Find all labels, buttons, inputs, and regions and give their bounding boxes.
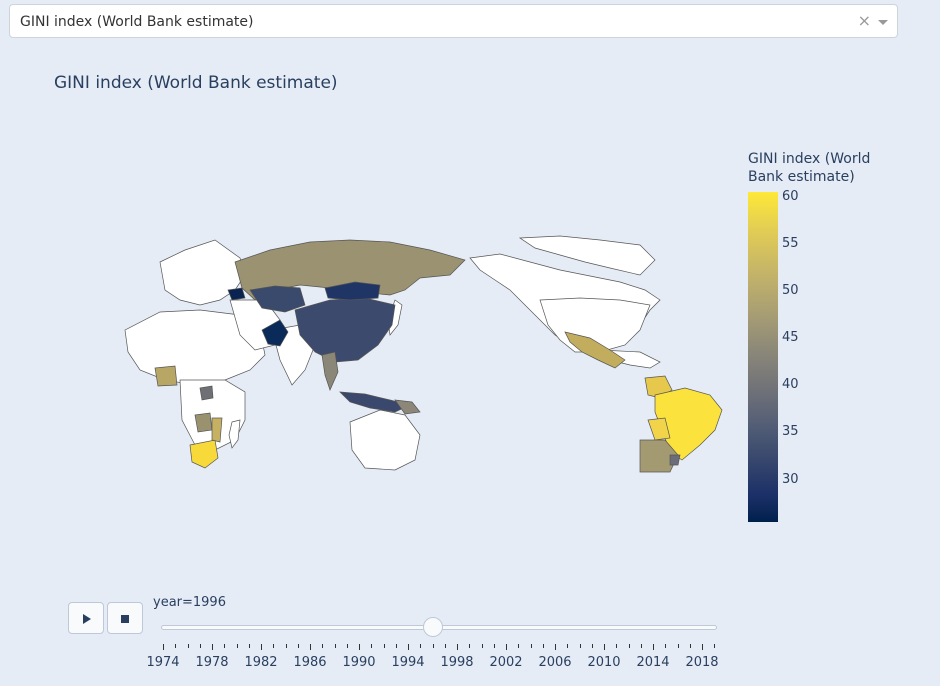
region-madagascar[interactable] [228,419,241,449]
slider-tick-mark [530,644,532,648]
year-slider-handle[interactable] [422,617,443,637]
slider-tick-mark [518,644,520,648]
slider-tick-mark [285,644,287,648]
slider-tick-mark [616,644,618,648]
region-kazakhstan[interactable] [249,285,306,313]
region-ethiopia[interactable] [199,385,214,401]
region-south-africa[interactable] [189,439,219,469]
slider-tick-mark [310,644,311,650]
slider-tick-mark [334,644,336,648]
clear-x-icon[interactable]: × [857,11,871,30]
slider-tick-label[interactable]: 1990 [342,655,376,670]
slider-tick-mark [236,644,238,648]
slider-tick-mark [408,644,409,650]
colorbar-tick-label: 55 [782,235,799,251]
slider-tick-label[interactable]: 1982 [244,655,278,670]
slider-tick-mark [444,644,446,648]
slider-tick-mark [371,644,373,648]
slider-tick-label[interactable]: 1994 [391,655,425,670]
slider-tick-mark [555,644,556,650]
region-mongolia[interactable] [324,281,381,301]
slider-tick-mark [689,644,691,648]
dropdown-selected-value: GINI index (World Bank estimate) [20,14,254,30]
slider-tick-mark [493,644,495,648]
colorbar-gradient [748,192,778,522]
slider-tick-mark [481,644,483,648]
colorbar-tick-label: 30 [782,471,799,487]
colorbar-tick-label: 35 [782,424,799,440]
slider-tick-label[interactable]: 2018 [685,655,719,670]
region-zambia[interactable] [194,412,213,433]
slider-tick-label[interactable]: 2014 [636,655,670,670]
slider-tick-mark [653,644,654,650]
slider-tick-mark [212,644,213,650]
slider-tick-label[interactable]: 2010 [587,655,621,670]
slider-tick-mark [506,644,507,650]
slider-tick-mark [273,644,275,648]
region-thailand[interactable] [321,351,339,391]
region-belarus[interactable] [227,287,246,301]
region-png[interactable] [394,399,421,415]
slider-tick-mark [665,644,667,648]
slider-tick-mark [604,644,605,650]
caret-down-icon[interactable] [878,20,888,25]
slider-tick-mark [432,644,434,648]
slider-tick-mark [469,644,471,648]
slider-tick-mark [640,644,642,648]
colorbar-tick-label: 50 [782,283,799,298]
slider-current-label: year=1996 [153,595,226,610]
slider-tick-mark [420,644,422,648]
region-mozambique[interactable] [211,417,223,443]
slider-tick-mark [163,644,164,650]
indicator-dropdown[interactable]: GINI index (World Bank estimate) × [9,4,898,38]
slider-tick-mark [591,644,593,648]
play-icon [83,614,91,624]
colorbar-tick-label: 60 [782,188,799,204]
colorbar-tick-label: 45 [782,330,799,346]
colorbar-tick-label: 40 [782,377,799,393]
region-north-africa[interactable] [124,309,266,386]
chart-title: GINI index (World Bank estimate) [54,73,338,93]
region-mexico[interactable] [564,331,626,369]
slider-tick-mark [383,644,385,648]
region-greenland[interactable] [518,235,656,276]
slider-tick-mark [248,644,250,648]
region-pakistan[interactable] [261,319,289,347]
slider-tick-mark [395,644,397,648]
slider-tick-mark [628,644,630,648]
slider-tick-mark [677,644,679,648]
slider-tick-mark [359,644,360,650]
slider-tick-mark [261,644,262,650]
slider-tick-mark [579,644,581,648]
slider-tick-mark [297,644,299,648]
stop-icon [121,615,129,623]
slider-tick-mark [199,644,201,648]
slider-tick-mark [175,644,177,648]
slider-tick-mark [457,644,458,650]
region-uruguay[interactable] [669,454,681,466]
slider-tick-mark [542,644,544,648]
region-australia[interactable] [349,409,421,471]
slider-tick-label[interactable]: 2002 [489,655,523,670]
slider-tick-label[interactable]: 1974 [146,655,180,670]
play-button[interactable] [68,602,104,634]
region-usa[interactable] [539,297,651,353]
slider-tick-mark [224,644,226,648]
slider-tick-mark [346,644,348,648]
slider-tick-label[interactable]: 2006 [538,655,572,670]
region-bolivia[interactable] [647,417,671,441]
slider-tick-mark [567,644,569,648]
slider-tick-mark [322,644,324,648]
slider-tick-mark [702,644,703,650]
slider-tick-label[interactable]: 1986 [293,655,327,670]
stop-button[interactable] [107,602,143,634]
slider-tick-label[interactable]: 1998 [440,655,474,670]
slider-tick-mark [187,644,189,648]
colorbar-title: GINI index (World Bank estimate) [748,151,871,185]
slider-tick-label[interactable]: 1978 [195,655,229,670]
slider-tick-mark [714,644,716,648]
region-nigeria[interactable] [154,365,178,387]
